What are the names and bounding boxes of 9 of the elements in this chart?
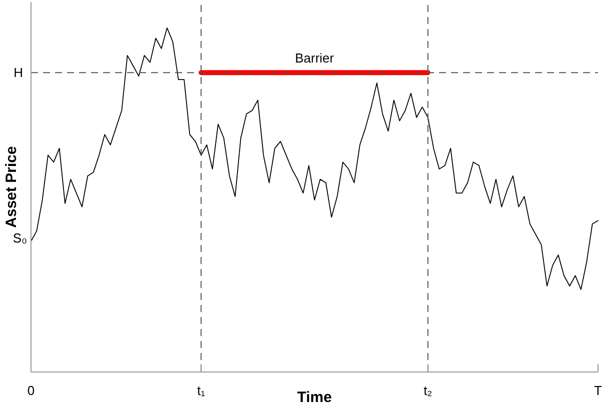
annotation: S₀ — [12, 230, 27, 246]
x-tick-label: t₂ — [424, 383, 432, 398]
x-tick-label: 0 — [27, 383, 35, 398]
x-tick-label: T — [594, 383, 602, 398]
y-axis-title: Asset Price — [3, 146, 20, 228]
x-tick-label: t₁ — [197, 383, 206, 398]
annotation: Barrier — [294, 50, 335, 66]
ref-line-label: H — [14, 65, 23, 80]
x-axis-title: Time — [297, 389, 332, 406]
